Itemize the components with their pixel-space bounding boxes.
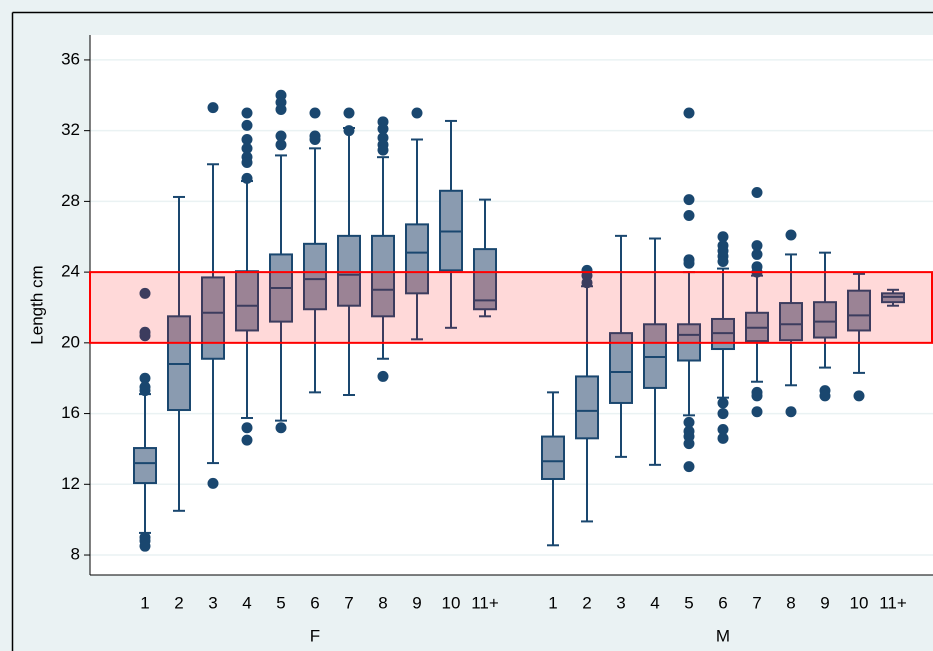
outlier [241,107,253,119]
outlier [751,390,763,402]
outlier [377,123,389,135]
box [303,242,327,311]
outlier [785,406,797,418]
outlier [717,256,729,268]
box [201,276,225,360]
outlier [241,434,253,446]
box [609,332,633,404]
outlier [751,240,763,252]
outlier [751,248,763,260]
outlier [139,372,151,384]
x-tick-label: 4 [650,593,659,612]
outlier [241,156,253,168]
outlier [207,102,219,114]
outlier [683,461,695,473]
outlier [377,370,389,382]
y-tick-label: 12 [61,474,80,493]
x-tick-label: 3 [208,593,217,612]
outlier [683,438,695,450]
outlier [207,477,219,489]
outlier [853,390,865,402]
outlier [343,125,355,137]
outlier [717,397,729,409]
outlier [139,385,151,397]
outlier [241,119,253,131]
outlier [139,287,151,299]
box [779,302,803,342]
y-tick-label: 20 [61,332,80,351]
x-tick-label: 1 [140,593,149,612]
x-tick-label: 5 [684,593,693,612]
x-tick-label: 9 [820,593,829,612]
outlier [683,210,695,222]
box [473,248,497,311]
outlier [683,416,695,428]
x-tick-label: 10 [850,593,869,612]
outlier [751,187,763,199]
x-tick-label: 8 [378,593,387,612]
x-tick-label: 6 [718,593,727,612]
outlier [377,144,389,156]
outlier [275,103,287,115]
box [371,234,395,318]
x-tick-label: 4 [242,593,251,612]
outlier [139,330,151,342]
outlier [275,422,287,434]
x-tick-label: 2 [582,593,591,612]
group-label: M [716,626,730,645]
outlier [309,133,321,145]
x-tick-label: 9 [412,593,421,612]
outlier [751,406,763,418]
y-axis-label: Length cm [27,265,46,344]
box [337,234,361,307]
outlier [683,107,695,119]
y-tick-label: 36 [61,49,80,68]
box [847,289,871,332]
x-tick-label: 1 [548,593,557,612]
y-tick-label: 28 [61,191,80,210]
outlier [717,231,729,243]
outlier [717,423,729,435]
outlier [241,172,253,184]
outlier [785,229,797,241]
highlight-band [89,271,933,344]
box [405,223,429,295]
outlier [581,277,593,289]
x-tick-label: 10 [442,593,461,612]
outlier [683,194,695,206]
box [813,301,837,339]
x-tick-label: 7 [344,593,353,612]
outlier [819,390,831,402]
x-tick-label: 7 [752,593,761,612]
outlier [241,142,253,154]
box [575,375,599,440]
outlier [275,130,287,142]
x-tick-label: 8 [786,593,795,612]
y-tick-label: 32 [61,120,80,139]
x-tick-label: 11+ [879,593,907,612]
box [133,447,157,485]
y-tick-label: 16 [61,403,80,422]
outlier [343,107,355,119]
outlier [309,107,321,119]
y-tick-label: 24 [61,262,80,281]
x-tick-label: 6 [310,593,319,612]
outlier [275,139,287,151]
outlier [241,422,253,434]
x-tick-label: 3 [616,593,625,612]
box [541,435,565,480]
outlier [717,432,729,444]
outlier [683,257,695,269]
x-tick-label: 11+ [471,593,499,612]
x-tick-label: 5 [276,593,285,612]
outlier [717,408,729,420]
x-tick-label: 2 [174,593,183,612]
y-tick-label: 8 [71,545,80,564]
outlier [411,107,423,119]
outlier [241,133,253,145]
group-label: F [310,626,320,645]
outlier [139,540,151,552]
